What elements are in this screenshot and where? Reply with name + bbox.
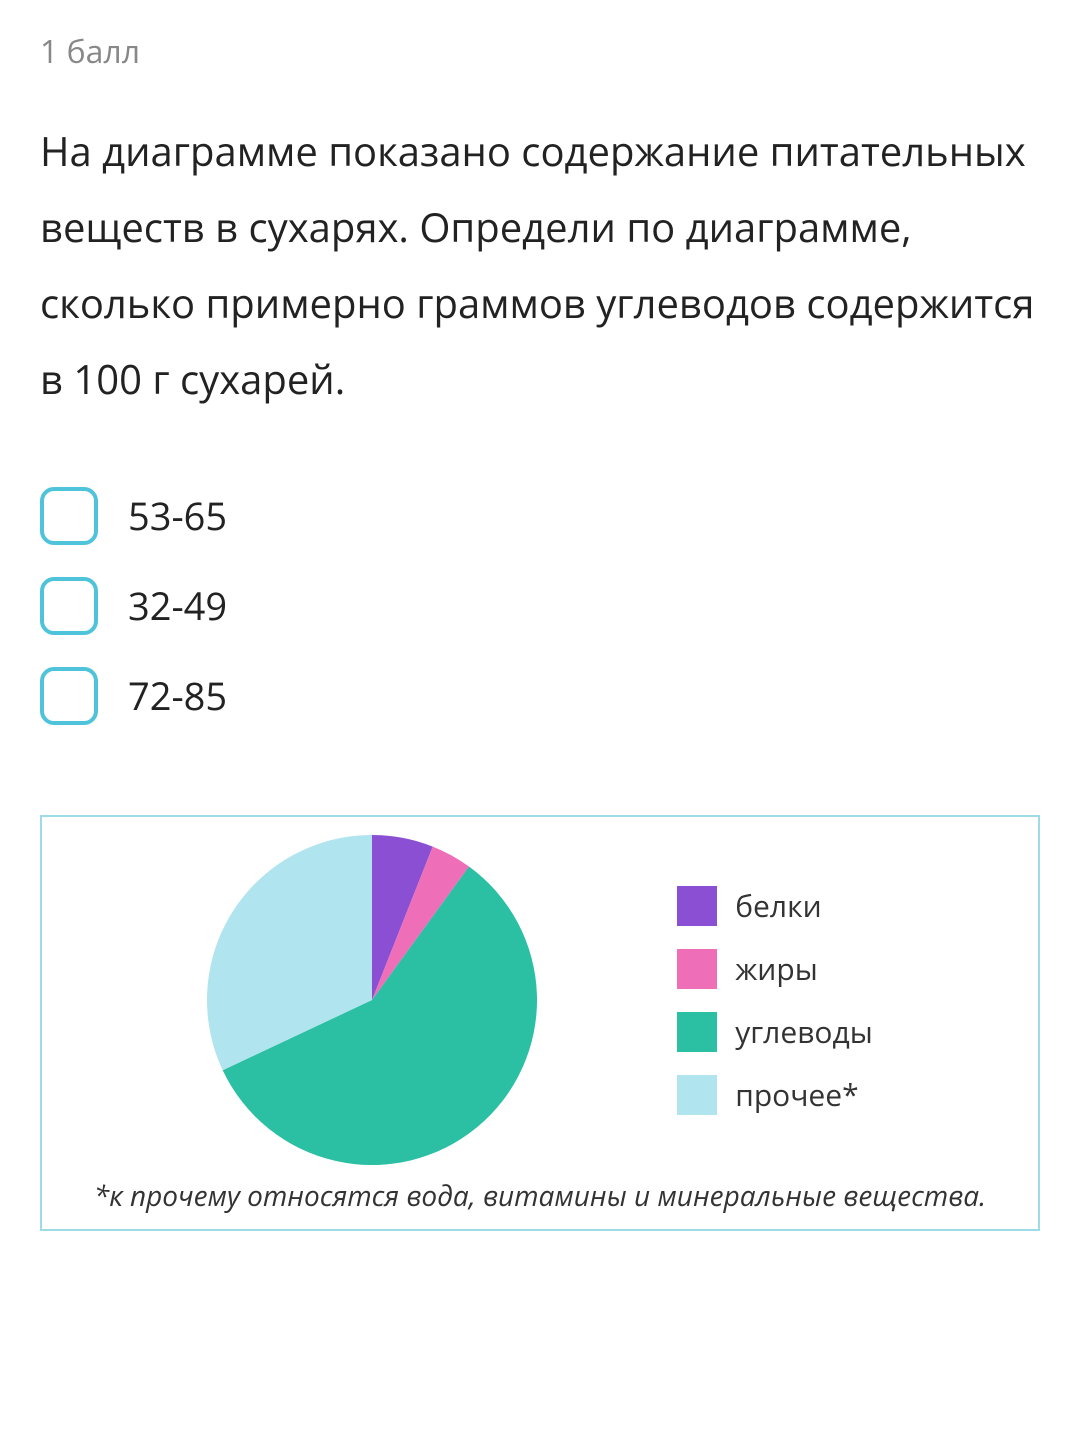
legend-swatch: [677, 1075, 717, 1115]
checkbox[interactable]: [40, 487, 98, 545]
option-row[interactable]: 32-49: [40, 577, 1040, 635]
legend-swatch: [677, 886, 717, 926]
checkbox[interactable]: [40, 577, 98, 635]
option-row[interactable]: 53-65: [40, 487, 1040, 545]
option-label: 72-85: [128, 670, 227, 722]
chart-footnote: *к прочему относятся вода, витамины и ми…: [66, 1177, 1014, 1215]
chart-container: белки жиры углеводы прочее* *к прочему отно…: [40, 815, 1040, 1231]
option-label: 32-49: [128, 580, 227, 632]
legend-label: углеводы: [735, 1011, 873, 1052]
legend-item-uglevody: углеводы: [677, 1011, 873, 1052]
legend-item-zhiry: жиры: [677, 948, 873, 989]
option-label: 53-65: [128, 490, 227, 542]
legend-swatch: [677, 1012, 717, 1052]
legend-swatch: [677, 949, 717, 989]
checkbox[interactable]: [40, 667, 98, 725]
legend-item-belki: белки: [677, 885, 873, 926]
legend-label: жиры: [735, 948, 818, 989]
legend-label: прочее*: [735, 1074, 858, 1115]
option-row[interactable]: 72-85: [40, 667, 1040, 725]
question-text: На диаграмме показано содержание питател…: [40, 113, 1040, 417]
options-group: 53-65 32-49 72-85: [40, 487, 1040, 725]
pie-chart: [207, 835, 537, 1165]
legend-item-prochee: прочее*: [677, 1074, 873, 1115]
chart-legend: белки жиры углеводы прочее*: [677, 885, 873, 1115]
legend-label: белки: [735, 885, 821, 926]
points-label: 1 балл: [40, 30, 1040, 73]
